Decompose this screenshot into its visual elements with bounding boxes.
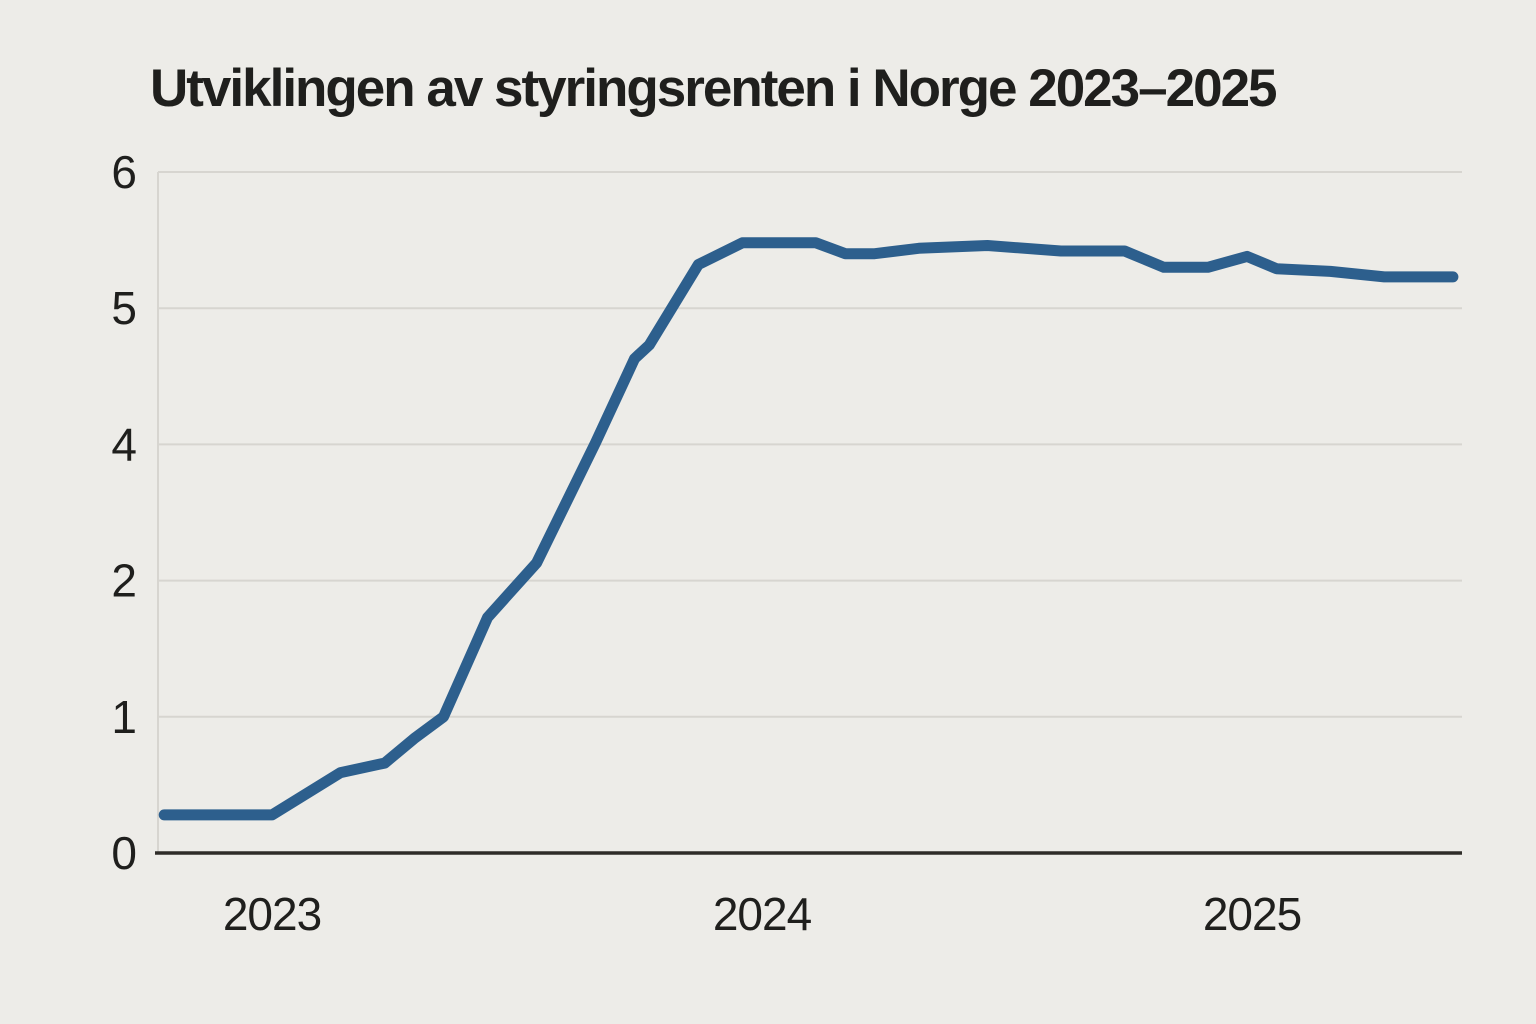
x-tick-label: 2025: [1203, 888, 1301, 940]
policy-rate-line: [158, 237, 1459, 821]
gridlines-group: [158, 171, 1462, 718]
y-tick-label: 5: [111, 282, 136, 334]
axes-group: [155, 172, 1462, 855]
y-tick-labels-group: 6 5 4 2 1 0: [111, 146, 137, 879]
x-tick-labels-group: 2023 2024 2025: [223, 888, 1302, 940]
y-tick-label: 6: [111, 146, 136, 198]
x-tick-label: 2024: [713, 888, 812, 940]
y-tick-label: 4: [111, 418, 136, 470]
series-group: [158, 237, 1459, 821]
y-tick-label: 1: [111, 691, 136, 743]
chart-title: Utviklingen av styringsrenten i Norge 20…: [150, 59, 1278, 118]
x-tick-label: 2023: [223, 888, 321, 940]
y-tick-label: 2: [111, 555, 136, 607]
y-tick-label: 0: [111, 827, 136, 879]
